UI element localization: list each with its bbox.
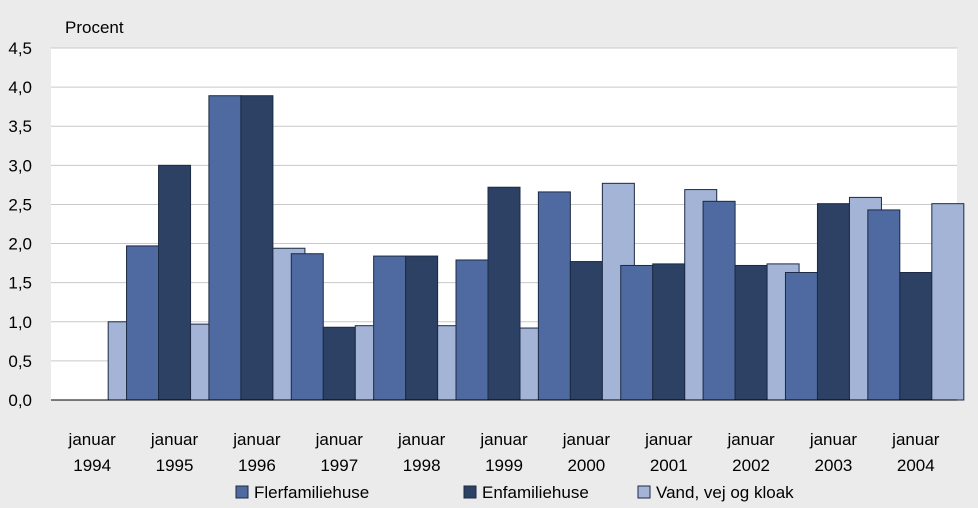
x-tick-labels: januar 1994 januar 1995 januar 1996 januar 1997… [68,430,940,475]
bar [373,255,407,401]
y-tick-labels: 0,0 0,5 1,0 1,5 2,0 2,5 3,0 3,5 4,0 4,5 [8,39,32,410]
y-tick-label: 4,5 [8,39,32,58]
y-tick-label: 0,0 [8,391,32,410]
y-tick-label: 2,0 [8,235,32,254]
y-tick-label: 1,0 [8,313,32,332]
legend-label: Flerfamiliehuse [254,483,369,502]
bar [816,203,850,401]
x-tick-label: 2000 [567,456,605,475]
x-tick-label: 1997 [320,456,358,475]
bar [455,259,489,401]
bar [487,186,521,401]
y-tick-label: 1,5 [8,274,32,293]
bar [240,95,274,401]
x-tick-label: 2004 [897,456,935,475]
x-tick-label: januar [315,430,364,449]
x-tick-label: januar [891,430,940,449]
x-tick-label: januar [479,430,528,449]
x-tick-label: 1998 [403,456,441,475]
y-tick-label: 3,0 [8,156,32,175]
bar [899,271,933,401]
x-tick-label: januar [726,430,775,449]
bar [734,264,768,401]
bar [537,191,571,401]
legend-swatch [637,485,651,499]
bar [158,164,192,401]
x-tick-label: 2002 [732,456,770,475]
legend-label: Vand, vej og kloak [656,483,794,502]
x-tick-label: januar [150,430,199,449]
bar [784,271,818,401]
bars [107,95,965,401]
y-tick-label: 2,5 [8,195,32,214]
legend: Flerfamiliehuse Enfamiliehuse Vand, vej og… [235,483,794,502]
x-tick-label: januar [809,430,858,449]
y-tick-label: 3,5 [8,117,32,136]
x-tick-label: 2003 [815,456,853,475]
legend-swatch [235,485,249,499]
bar [620,264,654,401]
y-axis-label: Procent [65,18,124,37]
x-tick-label: 1994 [73,456,111,475]
y-tick-label: 4,0 [8,78,32,97]
x-tick-label: 1996 [238,456,276,475]
x-tick-label: 1999 [485,456,523,475]
bar [867,209,901,401]
x-tick-label: januar [562,430,611,449]
x-tick-label: 1995 [156,456,194,475]
x-tick-label: januar [68,430,117,449]
y-tick-label: 0,5 [8,352,32,371]
x-tick-label: januar [644,430,693,449]
bar [569,261,603,401]
bar [931,203,965,401]
bar [652,263,686,401]
bar [322,326,356,401]
bar [702,200,736,401]
bar [208,95,242,401]
legend-label: Enfamiliehuse [482,483,589,502]
bar [405,255,439,401]
x-tick-label: januar [232,430,281,449]
bar [126,245,160,401]
x-tick-label: 2001 [650,456,688,475]
legend-swatch [463,485,477,499]
bar [290,253,324,401]
x-tick-label: januar [397,430,446,449]
